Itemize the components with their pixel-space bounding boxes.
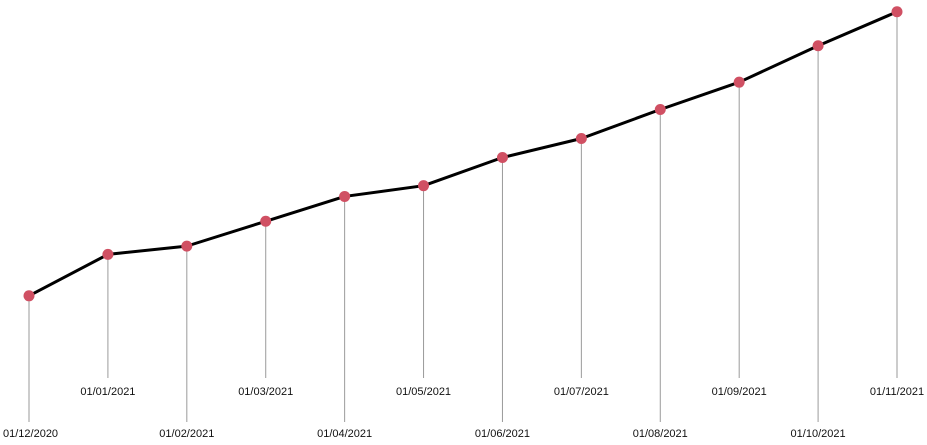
x-tick-label: 01/05/2021 [396,386,451,398]
data-point[interactable] [575,132,587,144]
data-points-group [23,6,903,302]
data-point[interactable] [339,190,351,202]
data-point[interactable] [812,40,824,52]
x-tick-label: 01/08/2021 [633,428,688,440]
x-tick-label: 01/02/2021 [159,428,214,440]
data-point[interactable] [102,248,114,260]
x-tick-label: 01/09/2021 [712,386,767,398]
x-tick-label: 01/10/2021 [791,428,846,440]
drop-lines-group [28,11,898,422]
x-tick-label: 01/03/2021 [238,386,293,398]
series-line-group [28,10,898,298]
x-tick-label: 01/11/2021 [870,386,924,398]
data-point[interactable] [733,76,745,88]
data-point[interactable] [654,104,666,115]
data-point[interactable] [260,215,272,227]
x-tick-label: 01/06/2021 [475,428,530,440]
data-point[interactable] [891,6,903,18]
x-tick-label: 01/07/2021 [554,386,609,398]
x-tick-label: 01/01/2021 [80,386,135,398]
x-axis-labels-group: 01/12/2020 01/01/2021 01/02/2021 01/03/2021… [3,386,924,440]
series-line [28,10,898,298]
data-point[interactable] [23,290,35,302]
x-tick-label: 01/12/2020 [3,428,58,440]
data-point[interactable] [496,152,508,164]
data-point[interactable] [181,240,193,252]
data-point[interactable] [418,180,430,192]
x-tick-label: 01/04/2021 [317,428,372,440]
